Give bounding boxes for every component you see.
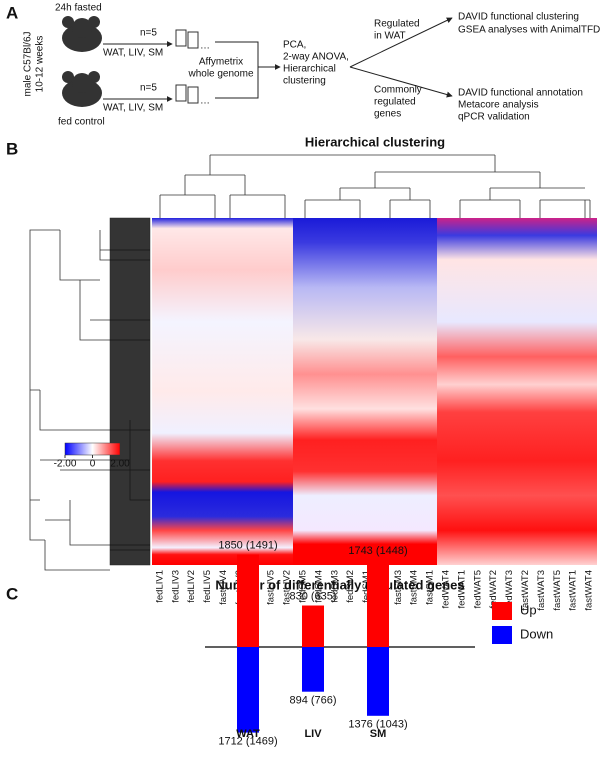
sample-label: fastWAT2 [520, 570, 531, 611]
tissues: WAT, LIV, SM [103, 48, 163, 59]
sample-label: fastSM1 [425, 570, 436, 605]
colorbar-tick-label: -2.00 [54, 459, 77, 470]
bar [302, 605, 324, 647]
x-tick-label: WAT [236, 728, 260, 740]
output: DAVID functional clustering [458, 12, 579, 23]
heatmap-title: Hierarchical clustering [305, 134, 445, 149]
array-icon [175, 29, 199, 104]
sample-label: fedSM2 [345, 570, 356, 603]
mouse-info: male C57Bl/6J [23, 31, 34, 96]
sample-label: fedSM1 [361, 570, 372, 603]
group-name: 24h fasted [55, 3, 102, 14]
legend-swatch [492, 602, 512, 620]
sample-label: fedWAT1 [456, 570, 467, 609]
array-label: whole genome [187, 69, 253, 80]
ellipsis: … [200, 41, 210, 52]
sample-label: fedSM3 [329, 570, 340, 603]
mouse-info: 10-12 weeks [35, 36, 46, 93]
sample-label: fastLIV4 [218, 570, 229, 605]
heatmap-block [437, 218, 597, 565]
sample-count: n=5 [140, 28, 157, 39]
sample-label: fedLIV3 [170, 570, 181, 603]
value-label: 1376 (1043) [348, 719, 407, 731]
sample-count: n=5 [140, 83, 157, 94]
value-label: 1712 (1469) [218, 736, 277, 748]
value-label: 830 (635) [289, 590, 336, 602]
sample-label: fedWAT4 [441, 570, 452, 609]
analysis: PCA, [283, 40, 306, 51]
analysis: 2-way ANOVA, [283, 52, 349, 63]
x-tick-label: LIV [304, 728, 322, 740]
sample-label: fastWAT1 [568, 570, 579, 611]
ellipsis: … [200, 96, 210, 107]
analysis: Hierarchical [283, 64, 336, 75]
tissues: WAT, LIV, SM [103, 103, 163, 114]
mouse-icon [62, 16, 102, 107]
chart-title: Number of differentially regulated genes [215, 577, 464, 592]
sample-label: fastWAT4 [584, 570, 595, 611]
analysis: clustering [283, 76, 326, 87]
panel-label: B [6, 139, 18, 158]
sample-label: fastSM3 [393, 570, 404, 605]
arrow [349, 66, 453, 98]
panel-label: A [6, 3, 18, 22]
value-label: 1743 (1448) [348, 545, 407, 557]
sample-label: fedWAT3 [504, 570, 515, 609]
output: DAVID functional annotation [458, 88, 583, 99]
heatmap-block [152, 218, 293, 565]
sample-label: fastLIV2 [282, 570, 293, 605]
bar [237, 554, 259, 647]
colorbar [64, 442, 121, 456]
panel-c: Number of differentially regulated genes… [205, 539, 553, 748]
output: qPCR validation [458, 112, 530, 123]
sample-label: fedWAT2 [488, 570, 499, 609]
column-dendrogram [159, 154, 591, 218]
sample-label: fastWAT5 [552, 570, 563, 611]
bar [302, 647, 324, 692]
legend-swatch [492, 626, 512, 644]
bar [367, 647, 389, 716]
x-tick-label: SM [370, 728, 387, 740]
output: Metacore analysis [458, 100, 539, 111]
bar [237, 647, 259, 733]
group-name: fed control [58, 117, 105, 128]
panel-b: Hierarchical clustering fedLIV1 fedLIV3 fe… [29, 134, 597, 611]
value-label: 1850 (1491) [218, 539, 277, 551]
panel-label: C [6, 584, 18, 603]
arrow [349, 17, 453, 68]
legend-label: Down [520, 626, 553, 641]
sample-label: fedWAT5 [472, 570, 483, 609]
heatmap-block [293, 218, 437, 565]
colorbar-tick-label: 2.00 [110, 459, 130, 470]
branch-label: Regulated [374, 19, 420, 30]
colorbar-ticks: -2.00 0 2.00 [54, 455, 130, 470]
sample-label: fastWAT3 [536, 570, 547, 611]
row-dendrogram-leaves [109, 217, 151, 566]
sample-label: fastLIV5 [266, 570, 277, 605]
sample-label: fedSM5 [297, 570, 308, 603]
panel-a: male C57Bl/6J 10-12 weeks 24h fasted fed… [23, 3, 600, 128]
sample-label: fedSM4 [313, 570, 324, 603]
branch-label: Commonly [374, 85, 422, 96]
sample-label: fedLIV1 [154, 570, 165, 603]
branch-label: in WAT [374, 31, 406, 42]
branch-label: genes [374, 109, 401, 120]
sample-label: fedLIV5 [202, 570, 213, 603]
array-label: Affymetrix [199, 57, 243, 68]
sample-label: fastSM4 [409, 570, 420, 605]
output: GSEA analyses with AnimalTFDB [458, 25, 600, 36]
sample-label: fedLIV2 [186, 570, 197, 603]
legend-label: Up [520, 602, 537, 617]
colorbar-tick-label: 0 [90, 459, 96, 470]
value-label: 894 (766) [289, 695, 336, 707]
branch-label: regulated [374, 97, 416, 108]
bar [367, 559, 389, 647]
